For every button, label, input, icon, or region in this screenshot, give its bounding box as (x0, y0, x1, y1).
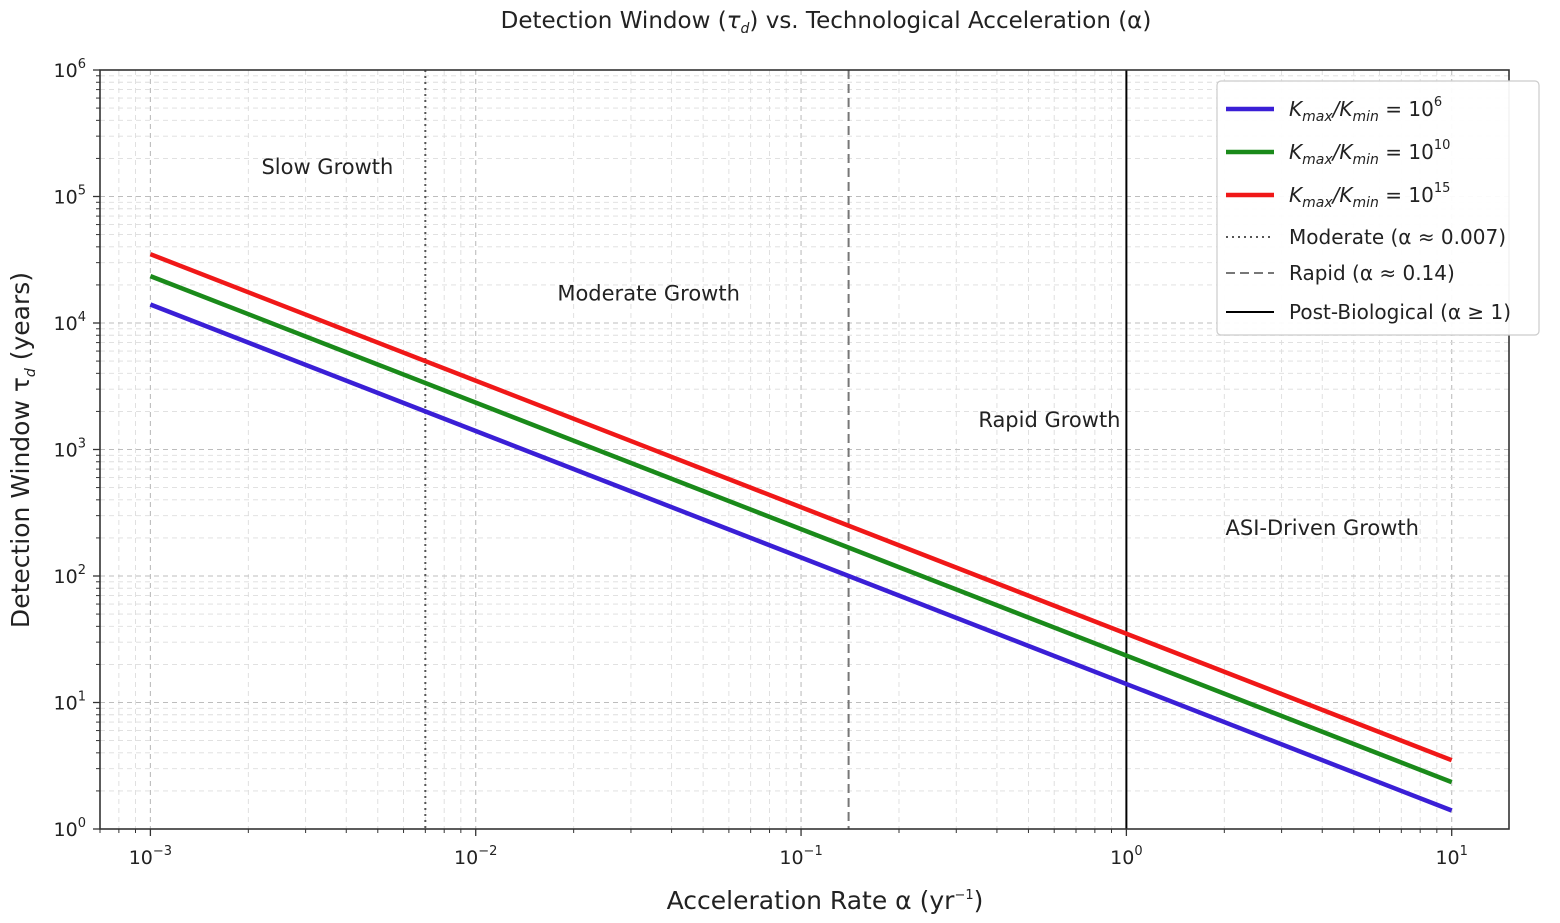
x-tick-label: 10−3 (129, 844, 172, 869)
x-tick-label: 10−2 (454, 844, 497, 869)
chart-title: Detection Window (τd) vs. Technological … (501, 8, 1152, 37)
x-axis-label: Acceleration Rate α (yr−1) (667, 886, 984, 915)
legend-box (1216, 80, 1540, 336)
y-tick-label: 100 (54, 816, 86, 841)
y-tick-label: 102 (54, 563, 86, 588)
annotation-moderate-growth: Moderate Growth (557, 282, 740, 306)
y-tick-label: 101 (54, 690, 86, 715)
series-line-k6 (149, 302, 1453, 813)
axis-ticks: 10−3 10−2 10−1 100 101 100 101 102 103 104 105 106 (54, 57, 1468, 869)
legend-label-rapid: Rapid (α ≈ 0.14) (1289, 261, 1455, 285)
legend-label-k15: Kmax/Kmin = 1015 (1289, 181, 1450, 211)
legend: Kmax/Kmin = 106 Kmax/Kmin = 1010 Kmax/Km… (1216, 80, 1540, 336)
legend-label-k10: Kmax/Kmin = 1010 (1289, 138, 1450, 168)
region-annotations: Slow Growth Moderate Growth Rapid Growth AS… (261, 155, 1419, 540)
series-line-k10 (149, 274, 1453, 785)
x-tick-label: 101 (1435, 844, 1467, 869)
annotation-slow-growth: Slow Growth (261, 155, 393, 179)
legend-label-k6: Kmax/Kmin = 106 (1289, 95, 1442, 125)
y-tick-label: 106 (54, 57, 86, 82)
series-line-k15 (149, 252, 1453, 763)
y-axis-label: Detection Window τd (years) (6, 272, 39, 628)
legend-label-post-biological: Post-Biological (α ≥ 1) (1289, 300, 1511, 324)
annotation-asi-driven-growth: ASI-Driven Growth (1226, 516, 1419, 540)
x-tick-label: 10−1 (779, 844, 822, 869)
reference-lines (424, 70, 1128, 829)
y-tick-label: 104 (54, 310, 86, 335)
legend-label-moderate: Moderate (α ≈ 0.007) (1289, 225, 1506, 249)
y-tick-label: 105 (54, 184, 86, 209)
annotation-rapid-growth: Rapid Growth (978, 408, 1120, 432)
y-tick-label: 103 (54, 437, 86, 462)
series-lines (149, 252, 1453, 813)
x-tick-label: 100 (1110, 844, 1142, 869)
